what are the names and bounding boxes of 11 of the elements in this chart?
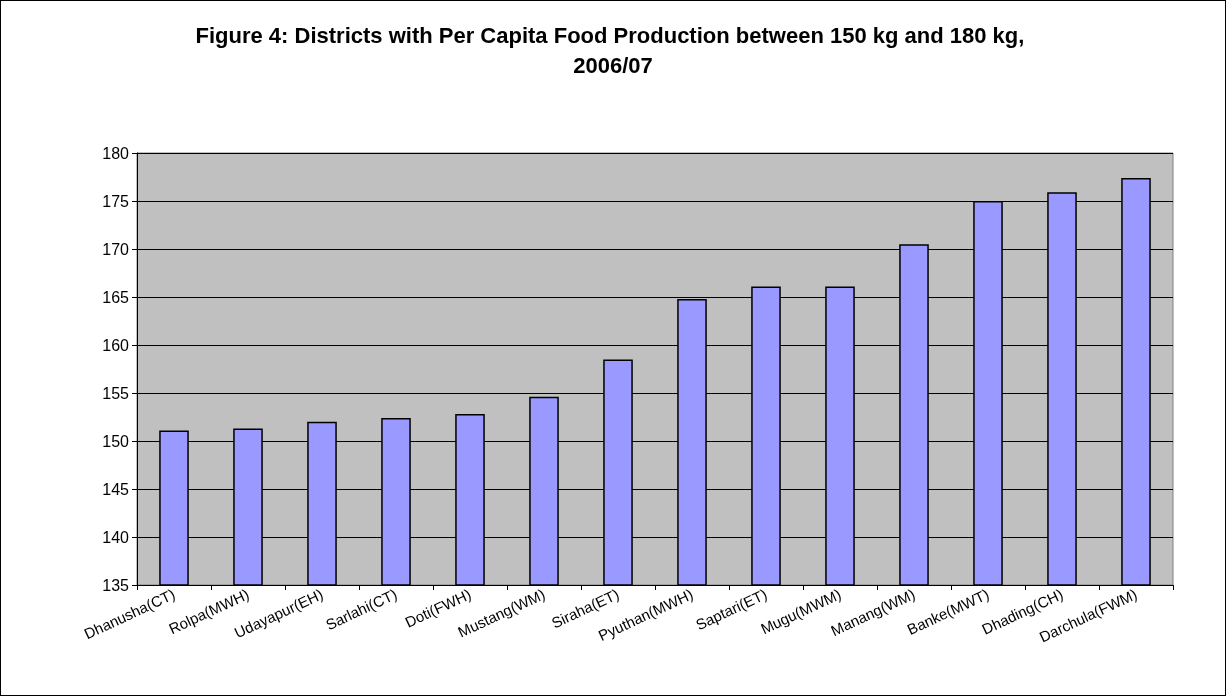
y-tick-label: 145 (102, 480, 130, 498)
y-tick-label: 135 (102, 576, 130, 594)
y-tick-label: 175 (102, 192, 130, 210)
y-tick-label: 170 (102, 240, 130, 258)
y-tick-label: 155 (102, 384, 130, 402)
chart-title: Figure 4: Districts with Per Capita Food Production between 150 kg and 180 kg, 2006/07 (195, 22, 1031, 78)
y-tick-label: 160 (102, 336, 130, 354)
y-tick-label: 165 (102, 288, 130, 306)
y-tick-label: 180 (102, 144, 130, 162)
y-tick-label: 150 (102, 432, 130, 450)
y-tick-label: 140 (102, 528, 130, 546)
